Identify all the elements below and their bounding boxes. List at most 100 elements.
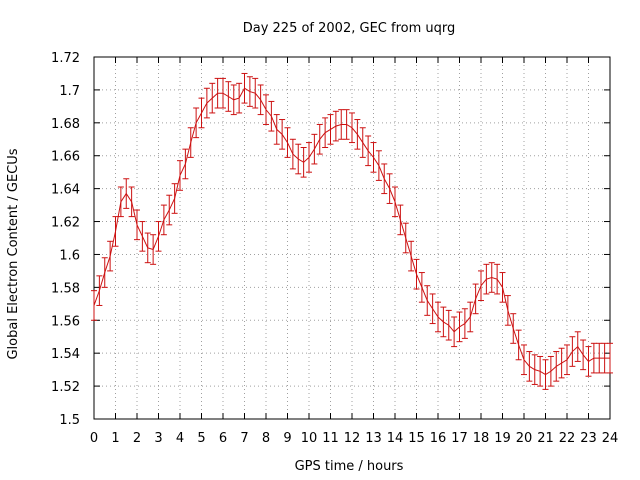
- error-bar: [365, 135, 372, 167]
- error-bar: [537, 355, 544, 387]
- error-bar: [112, 216, 119, 247]
- x-tick-label: 24: [602, 431, 619, 446]
- error-bar: [306, 142, 312, 173]
- error-bar: [397, 204, 404, 236]
- error-bar: [257, 84, 264, 116]
- error-bar: [273, 114, 280, 145]
- y-tick-label: 1.54: [51, 347, 80, 362]
- x-tick-label: 1: [111, 431, 119, 446]
- error-bar: [515, 329, 522, 361]
- y-tick-label: 1.56: [51, 314, 80, 329]
- x-tick-label: 18: [473, 431, 490, 446]
- x-tick-label: 11: [322, 431, 339, 446]
- error-bar: [332, 110, 339, 142]
- error-bar: [547, 355, 554, 387]
- error-bar: [263, 94, 269, 125]
- error-bar: [203, 87, 210, 119]
- error-bar: [338, 109, 345, 140]
- error-bar: [601, 342, 608, 374]
- x-tick-label: 15: [408, 431, 425, 446]
- x-tick-label: 8: [262, 431, 270, 446]
- error-bar: [521, 344, 527, 376]
- x-tick-label: 2: [133, 431, 141, 446]
- error-bar: [558, 347, 565, 379]
- error-bar: [370, 142, 377, 173]
- error-bar: [510, 313, 517, 344]
- x-tick-label: 4: [176, 431, 184, 446]
- error-bar: [316, 123, 323, 155]
- y-tick-label: 1.68: [51, 117, 80, 132]
- error-bar: [289, 138, 296, 170]
- x-tick-label: 0: [90, 431, 98, 446]
- error-bar: [596, 342, 603, 374]
- error-bar: [209, 82, 216, 114]
- y-tick-label: 1.5: [59, 413, 80, 428]
- y-tick-label: 1.58: [51, 281, 80, 296]
- error-bar: [386, 173, 393, 204]
- error-bar: [343, 109, 350, 140]
- error-bar: [418, 272, 425, 303]
- error-bar: [166, 194, 173, 226]
- error-bar: [96, 275, 103, 306]
- error-bar: [413, 258, 420, 290]
- grid-lines: [94, 57, 610, 419]
- error-bar: [91, 290, 97, 321]
- y-tick-label: 1.66: [51, 150, 80, 165]
- x-axis-label: GPS time / hours: [295, 459, 404, 474]
- error-bar: [585, 346, 592, 377]
- error-bar: [230, 84, 237, 116]
- x-tick-label: 12: [344, 431, 361, 446]
- error-bar: [246, 76, 253, 107]
- y-tick-label: 1.7: [59, 84, 80, 99]
- error-bar: [139, 221, 146, 252]
- error-bar: [456, 311, 463, 343]
- x-tick-label: 3: [154, 431, 162, 446]
- error-bar: [607, 342, 613, 374]
- error-bar: [375, 150, 382, 181]
- error-bar: [451, 316, 458, 348]
- error-bar: [279, 119, 286, 150]
- error-bar: [461, 308, 468, 339]
- y-tick-label: 1.52: [51, 380, 80, 395]
- error-bar: [542, 359, 549, 390]
- error-bar: [150, 234, 157, 265]
- x-tick-label: 20: [516, 431, 533, 446]
- error-bar: [381, 163, 388, 195]
- x-tick-label: 10: [301, 431, 318, 446]
- axes: 0 1 2 3 4 5 6 7 8 9 10 11 12 13 14 15 16 17 18 19 20 21 22 23 24…: [51, 51, 618, 446]
- error-bar: [236, 82, 243, 114]
- y-axis-label: Global Electron Content / GECUs: [6, 148, 21, 359]
- error-bar: [504, 295, 511, 326]
- error-bar: [182, 148, 189, 180]
- error-bar: [483, 263, 490, 295]
- error-bar: [214, 77, 221, 109]
- error-bar: [359, 127, 366, 158]
- error-bar: [117, 186, 124, 218]
- error-bar: [128, 186, 135, 218]
- error-bar: [160, 204, 167, 236]
- error-bar: [440, 306, 447, 338]
- error-bar: [311, 133, 318, 165]
- y-tick-label: 1.64: [51, 183, 80, 198]
- error-bar: [402, 222, 409, 254]
- error-bar: [499, 272, 506, 303]
- x-tick-label: 9: [283, 431, 291, 446]
- error-bar: [155, 221, 162, 252]
- error-bar: [531, 354, 538, 385]
- error-bar: [526, 351, 533, 382]
- error-bar: [424, 285, 431, 316]
- error-bar: [488, 262, 495, 293]
- error-bar: [494, 263, 501, 295]
- error-bar: [198, 97, 205, 129]
- error-bar: [225, 81, 232, 112]
- y-tick-label: 1.72: [51, 51, 80, 66]
- error-bar: [392, 186, 398, 218]
- x-tick-label: 22: [559, 431, 576, 446]
- error-bar: [144, 232, 151, 264]
- error-bar: [467, 301, 474, 333]
- error-bar: [408, 240, 415, 272]
- x-tick-label: 6: [219, 431, 227, 446]
- x-tick-label: 19: [494, 431, 511, 446]
- error-bar: [322, 117, 329, 148]
